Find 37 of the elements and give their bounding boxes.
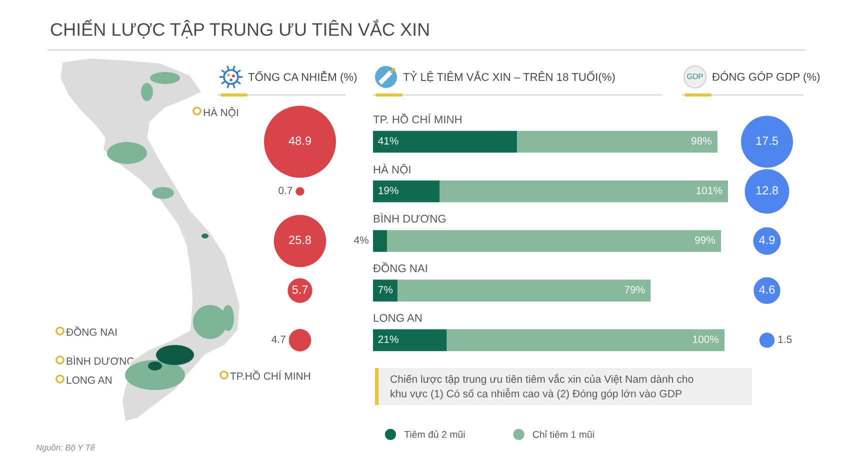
data-label: 4.9 <box>759 236 775 244</box>
text: CHIẾN LƯỢC TẬP TRUNG ƯU TIÊN VẮC XIN <box>50 20 429 38</box>
y-tick-label: HÀ NỘI <box>374 164 410 176</box>
y-tick-label: TP. HỒ CHÍ MINH <box>373 113 462 124</box>
total-label: 99% <box>695 236 716 244</box>
data-label: 19% <box>378 186 398 194</box>
y-tick-label: ĐỒNG NAI <box>373 262 427 272</box>
text: ĐỒNG NAI <box>66 326 117 336</box>
legend-label: Chỉ tiêm 1 mũi <box>532 430 594 438</box>
data-label: 1.5 <box>778 336 792 343</box>
legend-label: Tiêm đủ 2 mũi <box>404 430 465 438</box>
y-tick-label: BÌNH DƯƠNG <box>374 212 446 223</box>
data-label: 4% <box>354 236 368 244</box>
y-tick-label: LONG AN <box>374 314 422 322</box>
data-label: 12.8 <box>756 186 778 195</box>
data-label: 4.6 <box>759 285 775 294</box>
total-label: 79% <box>624 286 645 294</box>
data-label: 4.7 <box>272 336 286 343</box>
data-label: 7% <box>378 286 393 294</box>
text: ĐÓNG GÓP GDP (%) <box>712 71 820 83</box>
data-label: 5.7 <box>292 286 308 294</box>
text: Chiến lược tập trung ưu tiên tiêm vắc xin của Việt Nam dành cho khu vực (1) Có số ca nhiễm cao và (2) Đóng góp lớn vào GDP <box>390 374 694 400</box>
total-label: 100% <box>693 336 719 343</box>
data-label: 25.8 <box>289 236 311 244</box>
text: LONG AN <box>66 376 112 384</box>
text: TỔNG CA NHIỄM (%) <box>248 70 357 84</box>
total-label: 101% <box>696 186 722 194</box>
text: TP.HỒ CHÍ MINH <box>230 370 310 380</box>
text: HÀ NỘI <box>204 107 238 118</box>
data-label: 21% <box>378 336 398 343</box>
data-label: 0.7 <box>278 186 292 194</box>
data-label: 17.5 <box>756 136 778 145</box>
data-label: 48.9 <box>288 136 311 145</box>
total-label: 98% <box>692 137 712 145</box>
data-label: 41% <box>378 137 398 145</box>
text: Nguồn: Bộ Y Tế <box>36 444 96 452</box>
chart-title: TỶ LỆ TIÊM VẮC XIN – TRÊN 18 TUỔI(%) <box>403 70 615 84</box>
